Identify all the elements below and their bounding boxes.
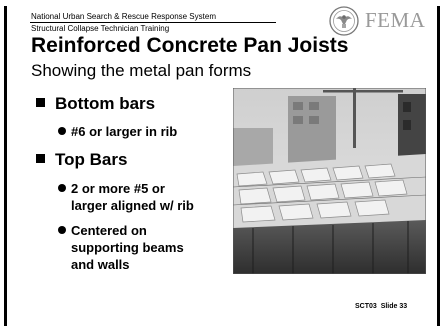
- sub-bullet-centered: Centered on supporting beams and walls: [58, 222, 228, 273]
- sub-bullet-text: 2 or more #5 or: [71, 181, 165, 196]
- bullet-top-bars: Top Bars: [36, 150, 127, 170]
- header-course-line: Structural Collapse Technician Training: [31, 24, 170, 33]
- right-border-rule: [437, 6, 440, 326]
- dhs-seal-icon: [329, 6, 359, 36]
- round-bullet-icon: [58, 127, 66, 135]
- left-border-rule: [4, 6, 7, 326]
- bullet-bottom-bars: Bottom bars: [36, 94, 155, 114]
- header-org-line: National Urban Search & Rescue Response …: [31, 12, 216, 21]
- sub-bullet-text: supporting beams: [71, 240, 184, 255]
- slide-footer: SCT03 Slide 33: [355, 303, 407, 310]
- sub-bullet-text: larger aligned w/ rib: [71, 198, 194, 213]
- round-bullet-icon: [58, 184, 66, 192]
- sub-bullet-top-bars-size: 2 or more #5 or larger aligned w/ rib: [58, 180, 233, 214]
- construction-photo: [233, 88, 426, 274]
- slide-title: Reinforced Concrete Pan Joists: [31, 34, 349, 57]
- header-divider: [30, 22, 276, 23]
- sub-bullet-text: Centered on: [71, 223, 147, 238]
- slide-number: Slide 33: [380, 303, 408, 310]
- sub-bullet-text: and walls: [71, 257, 130, 272]
- round-bullet-icon: [58, 226, 66, 234]
- sub-bullet-text: #6 or larger in rib: [71, 124, 178, 139]
- slide-subtitle: Showing the metal pan forms: [31, 61, 252, 80]
- course-code: SCT03: [355, 303, 377, 310]
- fema-logo-text: FEMA: [365, 8, 426, 32]
- bullet-label: Bottom bars: [55, 94, 156, 113]
- square-bullet-icon: [36, 98, 45, 107]
- square-bullet-icon: [36, 154, 45, 163]
- sub-bullet-rib-bars: #6 or larger in rib: [58, 123, 228, 140]
- bullet-label: Top Bars: [55, 150, 128, 169]
